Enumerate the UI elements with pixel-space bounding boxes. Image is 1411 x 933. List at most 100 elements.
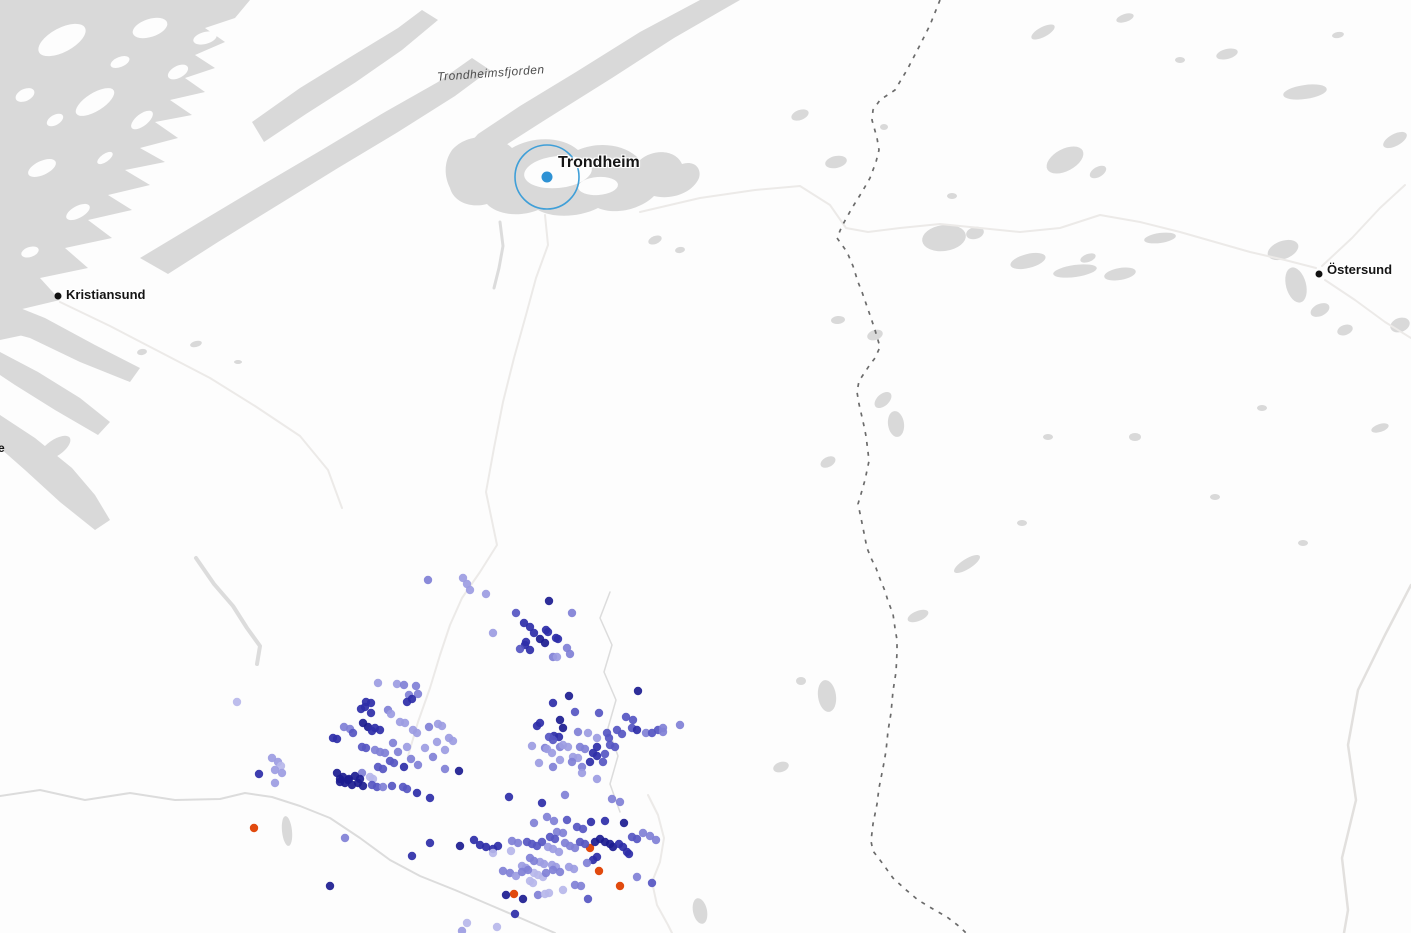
observation-dot[interactable] [361,743,371,753]
observation-dot[interactable] [469,835,479,845]
observation-dot[interactable] [645,831,655,841]
observation-dot[interactable] [560,790,570,800]
observation-dot[interactable] [547,748,557,758]
observation-dot[interactable] [551,633,561,643]
observation-dot[interactable] [325,881,335,891]
observation-dot[interactable] [638,828,648,838]
observation-dot[interactable] [529,628,539,638]
observation-dot[interactable] [332,734,342,744]
observation-dot[interactable] [393,747,403,757]
observation-dot[interactable] [537,837,547,847]
observation-dot[interactable] [570,843,580,853]
observation-dot[interactable] [378,764,388,774]
observation-dot[interactable] [515,644,525,654]
observation-dot[interactable] [539,859,549,869]
observation-dot[interactable] [540,638,550,648]
observation-dot[interactable] [651,835,661,845]
observation-dot[interactable] [425,838,435,848]
observation-dot[interactable] [552,652,562,662]
observation-dot[interactable] [542,812,552,822]
observation-dot[interactable] [567,757,577,767]
observation-dot[interactable] [577,768,587,778]
observation-dot[interactable] [440,745,450,755]
observation-dot[interactable] [249,823,259,833]
observation-dot[interactable] [525,622,535,632]
observation-dot[interactable] [488,848,498,858]
observation-dot[interactable] [529,856,539,866]
observation-dot[interactable] [372,782,382,792]
observation-dot[interactable] [407,694,417,704]
observation-dot[interactable] [406,754,416,764]
observation-dot[interactable] [498,866,508,876]
observation-dot[interactable] [647,878,657,888]
observation-dot[interactable] [420,743,430,753]
observation-dot[interactable] [437,721,447,731]
observation-dot[interactable] [373,678,383,688]
observation-dot[interactable] [358,781,368,791]
observation-dot[interactable] [632,725,642,735]
observation-dot[interactable] [594,708,604,718]
observation-dot[interactable] [573,727,583,737]
observation-dot[interactable] [455,841,465,851]
observation-dot[interactable] [511,608,521,618]
observation-dot[interactable] [389,758,399,768]
observation-dot[interactable] [428,752,438,762]
observation-dot[interactable] [332,768,342,778]
observation-dot[interactable] [534,758,544,768]
observation-dot[interactable] [558,828,568,838]
observation-dot[interactable] [580,839,590,849]
observation-dot[interactable] [360,702,370,712]
observation-dot[interactable] [388,738,398,748]
observation-dot[interactable] [528,878,538,888]
observation-dot[interactable] [598,757,608,767]
observation-dot[interactable] [594,866,604,876]
observation-dot[interactable] [578,824,588,834]
observation-dot[interactable] [624,849,634,859]
observation-dot[interactable] [563,742,573,752]
observation-dot[interactable] [628,715,638,725]
observation-dot[interactable] [621,712,631,722]
observation-dot[interactable] [267,753,277,763]
observation-dot[interactable] [481,842,491,852]
observation-dot[interactable] [366,708,376,718]
observation-dot[interactable] [465,585,475,595]
observation-dot[interactable] [523,865,533,875]
observation-dot[interactable] [454,766,464,776]
observation-dot[interactable] [592,742,602,752]
observation-dot[interactable] [527,741,537,751]
observation-dot[interactable] [583,894,593,904]
observation-dot[interactable] [583,728,593,738]
observation-dot[interactable] [448,736,458,746]
observation-dot[interactable] [529,818,539,828]
selection-dot[interactable] [541,171,553,183]
observation-dot[interactable] [582,858,592,868]
observation-dot[interactable] [641,728,651,738]
observation-dot[interactable] [525,645,535,655]
observation-dot[interactable] [270,778,280,788]
observation-dot[interactable] [619,818,629,828]
observation-dot[interactable] [564,691,574,701]
observation-dot[interactable] [481,589,491,599]
observation-dot[interactable] [558,885,568,895]
observation-dot[interactable] [555,867,565,877]
observation-dot[interactable] [607,794,617,804]
observation-dot[interactable] [276,761,286,771]
observation-dot[interactable] [592,774,602,784]
observation-dot[interactable] [567,608,577,618]
observation-dot[interactable] [513,838,523,848]
observation-dot[interactable] [510,909,520,919]
observation-dot[interactable] [399,680,409,690]
observation-dot[interactable] [355,774,365,784]
observation-dot[interactable] [600,749,610,759]
observation-dot[interactable] [592,733,602,743]
observation-dot[interactable] [493,841,503,851]
observation-dot[interactable] [610,742,620,752]
observation-dot[interactable] [565,649,575,659]
observation-dot[interactable] [532,721,542,731]
observation-dot[interactable] [348,728,358,738]
observation-dot[interactable] [544,888,554,898]
observation-dot[interactable] [413,760,423,770]
observation-dot[interactable] [387,781,397,791]
selection-circle[interactable] [514,144,580,210]
